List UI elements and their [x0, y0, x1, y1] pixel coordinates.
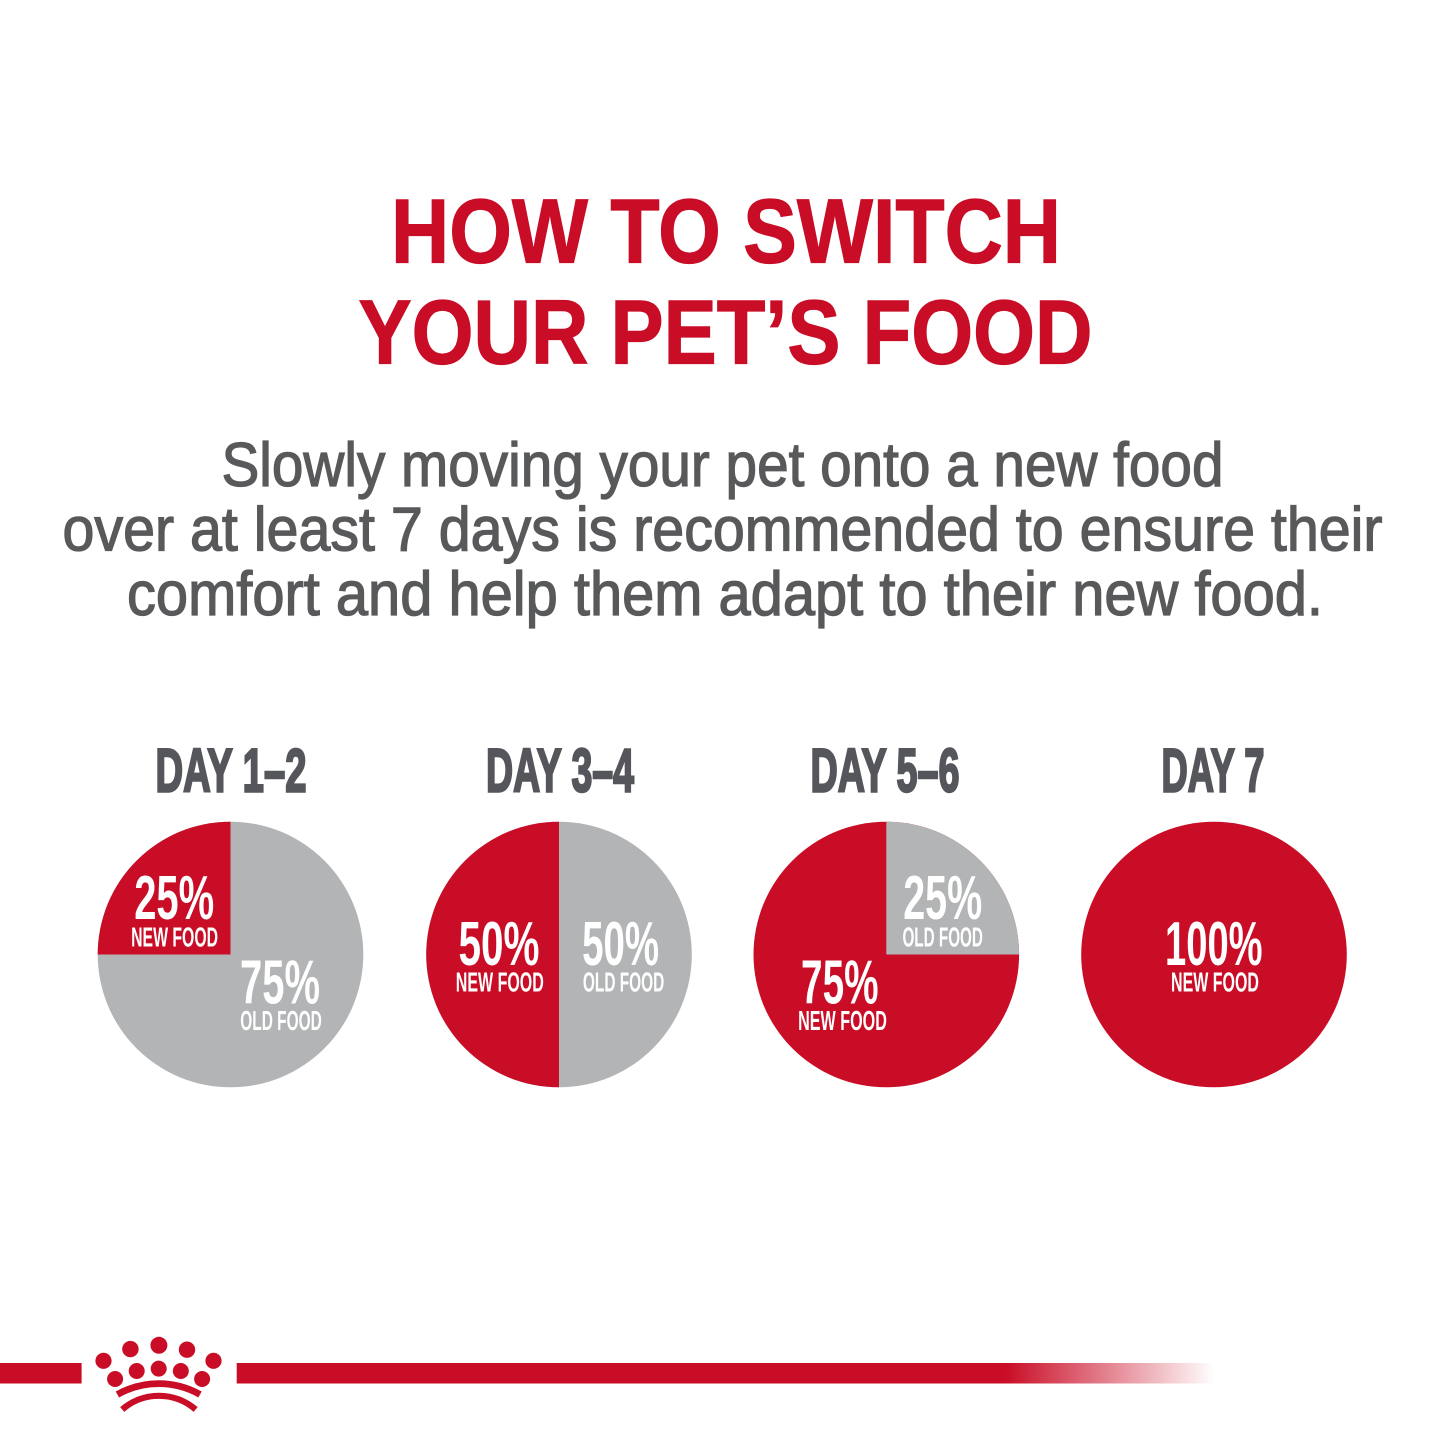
svg-text:75%: 75% [240, 948, 320, 1018]
svg-text:NEW FOOD: NEW FOOD [798, 1005, 887, 1036]
svg-text:DAY 5–6: DAY 5–6 [811, 737, 960, 805]
svg-text:NEW FOOD: NEW FOOD [456, 967, 544, 998]
svg-text:OLD FOOD: OLD FOOD [240, 1005, 322, 1036]
svg-text:100%: 100% [1165, 909, 1263, 979]
svg-text:75%: 75% [801, 948, 879, 1018]
svg-text:25%: 25% [903, 863, 982, 933]
svg-text:over at least 7 days is recomm: over at least 7 days is recommended to e… [63, 495, 1383, 565]
svg-text:25%: 25% [134, 863, 214, 933]
svg-text:DAY 1–2: DAY 1–2 [156, 737, 307, 805]
svg-text:NEW FOOD: NEW FOOD [131, 921, 218, 952]
svg-text:HOW TO SWITCH: HOW TO SWITCH [391, 180, 1061, 282]
svg-text:DAY 7: DAY 7 [1162, 737, 1265, 805]
svg-text:OLD FOOD: OLD FOOD [902, 921, 983, 952]
svg-text:50%: 50% [582, 909, 659, 979]
svg-text:YOUR PET’S FOOD: YOUR PET’S FOOD [359, 282, 1093, 384]
svg-text:NEW FOOD: NEW FOOD [1171, 967, 1259, 998]
svg-text:OLD FOOD: OLD FOOD [583, 967, 664, 998]
svg-text:50%: 50% [459, 909, 540, 979]
svg-text:comfort and help them adapt to: comfort and help them adapt to their new… [127, 559, 1323, 629]
svg-text:Slowly moving your pet onto a: Slowly moving your pet onto a new food [222, 430, 1224, 500]
svg-text:DAY 3–4: DAY 3–4 [486, 737, 634, 805]
